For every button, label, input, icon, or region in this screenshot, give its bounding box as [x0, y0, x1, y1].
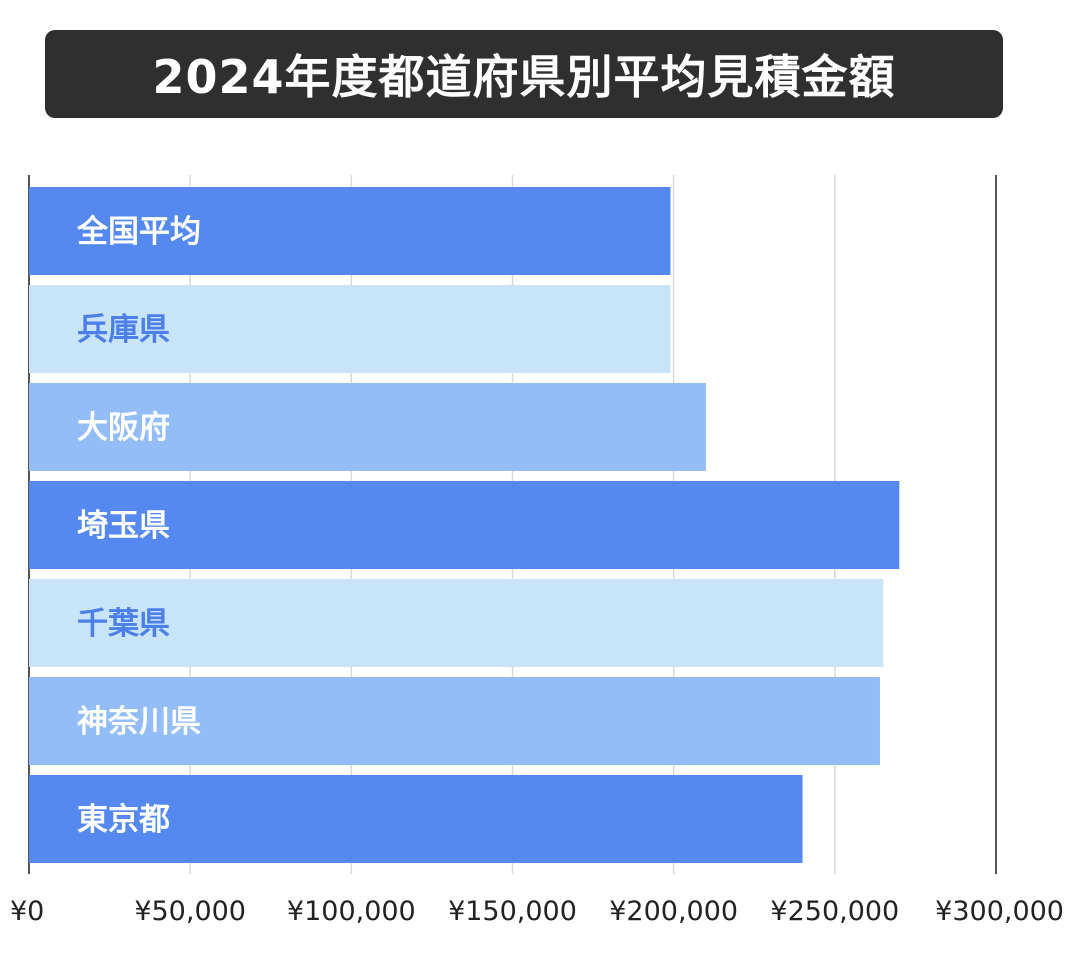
x-tick-label: ¥150,000	[448, 896, 577, 927]
x-tick-label: ¥0	[10, 896, 44, 927]
bar	[29, 579, 884, 667]
x-tick-label: ¥100,000	[287, 896, 416, 927]
chart-title: 2024年度都道府県別平均見積金額	[152, 50, 896, 104]
bar-label: 全国平均	[76, 214, 201, 250]
bar-label: 大阪府	[77, 410, 170, 446]
bar	[29, 481, 900, 569]
x-tick-label: ¥300,000	[935, 896, 1064, 927]
bar	[29, 187, 671, 275]
bar	[29, 775, 803, 863]
bar-label: 千葉県	[77, 606, 170, 642]
x-tick-label: ¥250,000	[770, 896, 899, 927]
bar-label: 埼玉県	[77, 508, 170, 544]
x-tick-label: ¥200,000	[609, 896, 738, 927]
bar-label: 東京都	[77, 802, 170, 838]
bar	[29, 285, 671, 373]
bar-label: 神奈川県	[77, 704, 201, 740]
chart-title-banner: 2024年度都道府県別平均見積金額	[45, 30, 1003, 118]
x-tick-label: ¥50,000	[134, 896, 246, 927]
bar	[29, 383, 706, 471]
bar	[29, 677, 880, 765]
bar-label: 兵庫県	[77, 312, 170, 348]
